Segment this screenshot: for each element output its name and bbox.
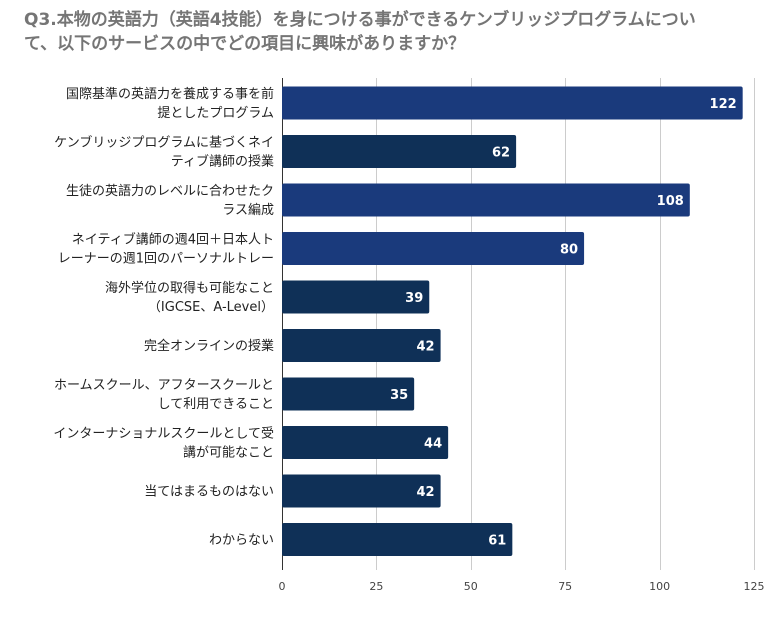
bar-value-label: 35 — [390, 388, 408, 403]
bar-value-label: 42 — [416, 340, 434, 355]
bars: 122 62 108 80 39 42 35 44 42 61 — [282, 86, 743, 556]
bar-value-label: 62 — [492, 146, 510, 161]
x-tick-label: 0 — [279, 580, 286, 593]
category-label: わからない — [209, 533, 274, 548]
category-labels: 国際基準の英語力を養成する事を前提としたプログラムケンブリッジプログラムに基づく… — [53, 86, 274, 548]
x-tick-label: 50 — [464, 580, 478, 593]
bar-value-label: 122 — [710, 97, 737, 112]
bar — [282, 426, 449, 459]
category-label: 海外学位の取得も可能なこと — [105, 280, 274, 296]
bar-value-label: 39 — [405, 291, 423, 306]
chart-title-line-2: て、以下のサービスの中でどの項目に興味がありますか？ — [24, 34, 466, 54]
bar — [282, 377, 415, 411]
category-label: 完全オンラインの授業 — [144, 338, 274, 354]
bar — [282, 135, 517, 168]
bar-value-label: 42 — [416, 485, 434, 500]
chart-title: Q3.本物の英語力（英語4技能）を身につける事ができるケンブリッジプログラムにつ… — [24, 8, 769, 56]
x-tick-label: 75 — [558, 580, 572, 593]
bar — [282, 86, 743, 120]
category-label: （IGCSE、A-Level） — [148, 300, 274, 315]
category-label: インターナショナルスクールとして受 — [53, 427, 274, 442]
x-tick-label: 100 — [649, 580, 670, 593]
category-label: ティブ講師の授業 — [171, 154, 274, 170]
category-label: 生徒の英語力のレベルに合わせたク — [66, 183, 274, 199]
bar — [282, 183, 690, 217]
bar-value-label: 108 — [657, 194, 684, 209]
x-tick-label: 125 — [744, 580, 765, 593]
category-label: 提としたプログラム — [157, 105, 274, 121]
bar-value-label: 61 — [488, 534, 506, 549]
bar — [282, 474, 441, 508]
bar — [282, 329, 441, 362]
x-tick-label: 25 — [369, 580, 383, 593]
bar — [282, 280, 430, 314]
bar-value-label: 80 — [560, 243, 578, 258]
bar-value-label: 44 — [424, 437, 442, 452]
category-label: して利用できること — [158, 397, 274, 412]
bar — [282, 523, 513, 556]
x-axis-ticks: 0 25 50 75 100 125 — [279, 580, 765, 593]
category-label: レーナーの週1回のパーソナルトレー — [58, 252, 274, 267]
category-label: 当てはまるものはない — [144, 485, 274, 500]
category-label: 国際基準の英語力を養成する事を前 — [66, 86, 274, 102]
category-label: ネイティブ講師の週4回＋日本人ト — [72, 232, 274, 248]
category-label: 講が可能なこと — [183, 445, 274, 461]
chart-title-line-1: Q3.本物の英語力（英語4技能）を身につける事ができるケンブリッジプログラムにつ… — [24, 10, 696, 30]
category-label: ホームスクール、アフタースクールと — [54, 378, 274, 393]
category-label: ラス編成 — [222, 202, 274, 218]
category-label: ケンブリッジプログラムに基づくネイ — [54, 135, 274, 151]
bar — [282, 232, 585, 265]
